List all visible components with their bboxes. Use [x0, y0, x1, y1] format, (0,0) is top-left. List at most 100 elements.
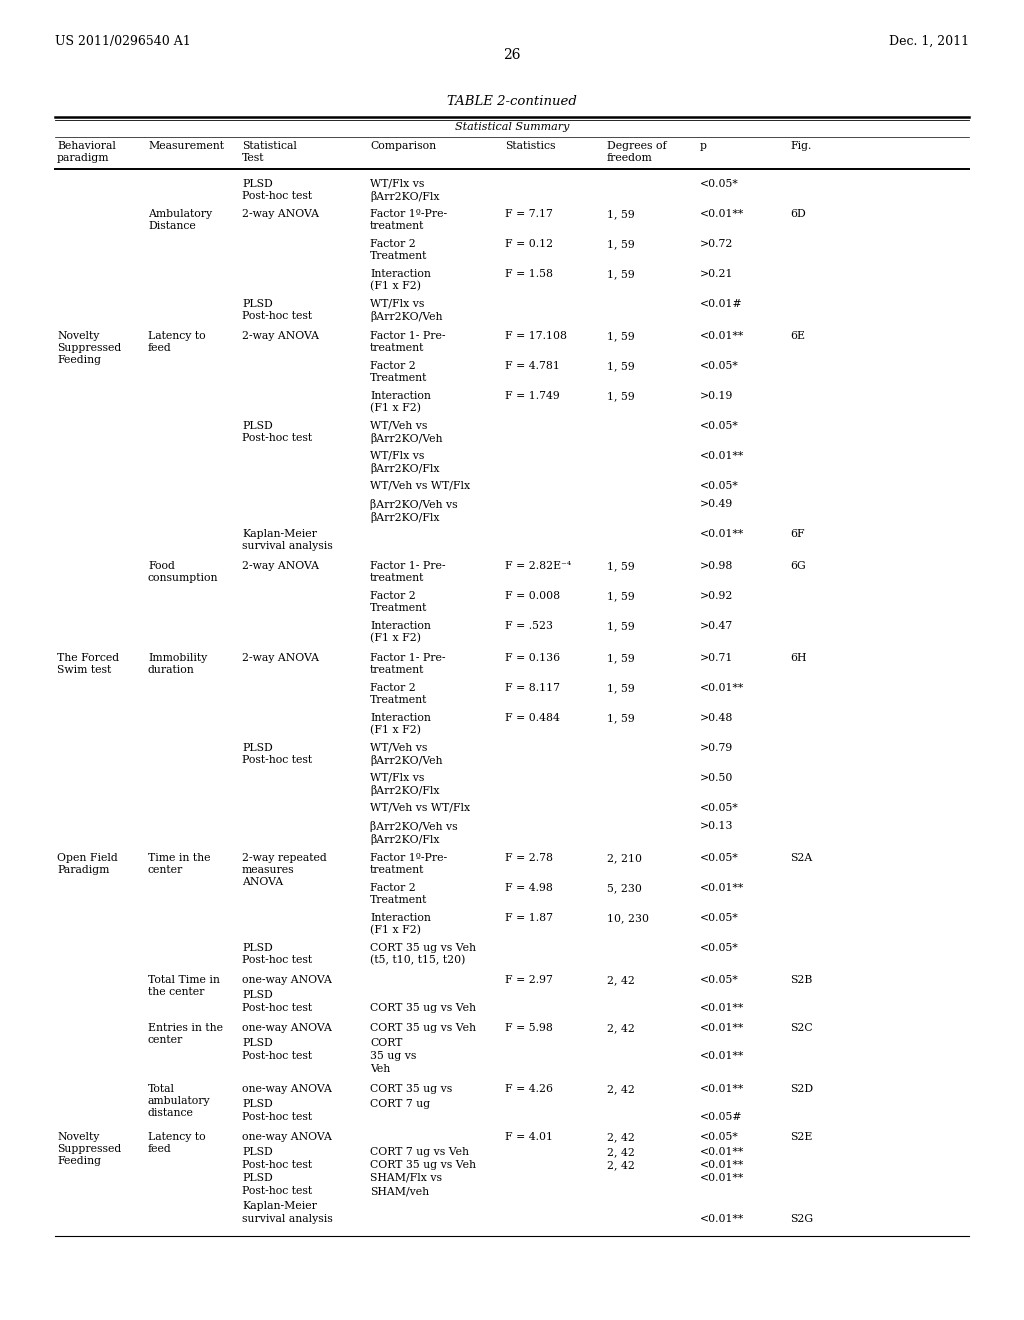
Text: <0.05*: <0.05*	[700, 853, 738, 863]
Text: >0.92: >0.92	[700, 591, 733, 601]
Text: CORT 35 ug vs Veh: CORT 35 ug vs Veh	[370, 1003, 476, 1012]
Text: 2, 42: 2, 42	[607, 975, 635, 985]
Text: >0.13: >0.13	[700, 821, 733, 832]
Text: Post-hoc test: Post-hoc test	[242, 1185, 312, 1196]
Text: <0.05*: <0.05*	[700, 480, 738, 491]
Text: <0.05*: <0.05*	[700, 942, 738, 953]
Text: Factor 2
Treatment: Factor 2 Treatment	[370, 883, 427, 906]
Text: >0.50: >0.50	[700, 774, 733, 783]
Text: F = 0.008: F = 0.008	[505, 591, 560, 601]
Text: F = 4.781: F = 4.781	[505, 360, 560, 371]
Text: WT/Veh vs WT/Flx: WT/Veh vs WT/Flx	[370, 803, 470, 813]
Text: <0.01**: <0.01**	[700, 1214, 744, 1224]
Text: Interaction
(F1 x F2): Interaction (F1 x F2)	[370, 391, 431, 413]
Text: Ambulatory
Distance: Ambulatory Distance	[148, 209, 212, 231]
Text: Total
ambulatory
distance: Total ambulatory distance	[148, 1084, 211, 1118]
Text: Statistics: Statistics	[505, 141, 555, 150]
Text: 1, 59: 1, 59	[607, 653, 635, 663]
Text: 35 ug vs: 35 ug vs	[370, 1051, 417, 1061]
Text: Time in the
center: Time in the center	[148, 853, 211, 875]
Text: Kaplan-Meier: Kaplan-Meier	[242, 1201, 316, 1210]
Text: Factor 1- Pre-
treatment: Factor 1- Pre- treatment	[370, 653, 445, 675]
Text: <0.01**: <0.01**	[700, 1003, 744, 1012]
Text: <0.01**: <0.01**	[700, 1051, 744, 1061]
Text: <0.01**: <0.01**	[700, 529, 744, 539]
Text: >0.19: >0.19	[700, 391, 733, 401]
Text: one-way ANOVA: one-way ANOVA	[242, 1133, 332, 1142]
Text: F = 0.12: F = 0.12	[505, 239, 553, 249]
Text: Food
consumption: Food consumption	[148, 561, 218, 583]
Text: WT/Veh vs
βArr2KO/Veh: WT/Veh vs βArr2KO/Veh	[370, 421, 442, 445]
Text: F = 1.749: F = 1.749	[505, 391, 560, 401]
Text: 2, 42: 2, 42	[607, 1160, 635, 1170]
Text: >0.98: >0.98	[700, 561, 733, 572]
Text: 1, 59: 1, 59	[607, 331, 635, 341]
Text: PLSD
Post-hoc test: PLSD Post-hoc test	[242, 300, 312, 321]
Text: F = 8.117: F = 8.117	[505, 682, 560, 693]
Text: <0.01**: <0.01**	[700, 1160, 744, 1170]
Text: >0.72: >0.72	[700, 239, 733, 249]
Text: F = 0.484: F = 0.484	[505, 713, 560, 723]
Text: 10, 230: 10, 230	[607, 913, 649, 923]
Text: Factor 1- Pre-
treatment: Factor 1- Pre- treatment	[370, 561, 445, 583]
Text: 1, 59: 1, 59	[607, 682, 635, 693]
Text: S2C: S2C	[790, 1023, 813, 1034]
Text: <0.01**: <0.01**	[700, 1147, 744, 1158]
Text: >0.47: >0.47	[700, 620, 733, 631]
Text: <0.01**: <0.01**	[700, 209, 744, 219]
Text: CORT 7 ug vs Veh: CORT 7 ug vs Veh	[370, 1147, 469, 1158]
Text: <0.01**: <0.01**	[700, 331, 744, 341]
Text: S2G: S2G	[790, 1214, 813, 1224]
Text: 2, 42: 2, 42	[607, 1147, 635, 1158]
Text: PLSD: PLSD	[242, 990, 272, 1001]
Text: 5, 230: 5, 230	[607, 883, 642, 894]
Text: <0.01#: <0.01#	[700, 300, 742, 309]
Text: 2, 42: 2, 42	[607, 1023, 635, 1034]
Text: PLSD: PLSD	[242, 1038, 272, 1048]
Text: <0.05*: <0.05*	[700, 975, 738, 985]
Text: 2-way ANOVA: 2-way ANOVA	[242, 331, 319, 341]
Text: Dec. 1, 2011: Dec. 1, 2011	[889, 36, 969, 48]
Text: >0.79: >0.79	[700, 743, 733, 752]
Text: F = 2.78: F = 2.78	[505, 853, 553, 863]
Text: CORT 7 ug: CORT 7 ug	[370, 1100, 430, 1109]
Text: <0.01**: <0.01**	[700, 883, 744, 894]
Text: F = 5.98: F = 5.98	[505, 1023, 553, 1034]
Text: <0.05*: <0.05*	[700, 421, 738, 432]
Text: 26: 26	[503, 48, 521, 62]
Text: Interaction
(F1 x F2): Interaction (F1 x F2)	[370, 269, 431, 292]
Text: WT/Veh vs WT/Flx: WT/Veh vs WT/Flx	[370, 480, 470, 491]
Text: >0.71: >0.71	[700, 653, 733, 663]
Text: The Forced
Swim test: The Forced Swim test	[57, 653, 119, 675]
Text: <0.05*: <0.05*	[700, 360, 738, 371]
Text: F = 17.108: F = 17.108	[505, 331, 567, 341]
Text: one-way ANOVA: one-way ANOVA	[242, 1023, 332, 1034]
Text: S2A: S2A	[790, 853, 812, 863]
Text: <0.01**: <0.01**	[700, 1023, 744, 1034]
Text: WT/Flx vs
βArr2KO/Flx: WT/Flx vs βArr2KO/Flx	[370, 180, 439, 202]
Text: Latency to
feed: Latency to feed	[148, 331, 206, 352]
Text: F = 4.26: F = 4.26	[505, 1084, 553, 1094]
Text: βArr2KO/Veh vs
βArr2KO/Flx: βArr2KO/Veh vs βArr2KO/Flx	[370, 821, 458, 845]
Text: Post-hoc test: Post-hoc test	[242, 1111, 312, 1122]
Text: 2-way ANOVA: 2-way ANOVA	[242, 209, 319, 219]
Text: CORT 35 ug vs Veh: CORT 35 ug vs Veh	[370, 1023, 476, 1034]
Text: PLSD
Post-hoc test: PLSD Post-hoc test	[242, 942, 312, 965]
Text: Behavioral
paradigm: Behavioral paradigm	[57, 141, 116, 162]
Text: <0.05*: <0.05*	[700, 180, 738, 189]
Text: TABLE 2-continued: TABLE 2-continued	[447, 95, 577, 108]
Text: Degrees of
freedom: Degrees of freedom	[607, 141, 667, 162]
Text: 2, 42: 2, 42	[607, 1084, 635, 1094]
Text: 2, 210: 2, 210	[607, 853, 642, 863]
Text: Open Field
Paradigm: Open Field Paradigm	[57, 853, 118, 875]
Text: 1, 59: 1, 59	[607, 239, 635, 249]
Text: 6G: 6G	[790, 561, 806, 572]
Text: Veh: Veh	[370, 1064, 390, 1074]
Text: Statistical
Test: Statistical Test	[242, 141, 297, 162]
Text: F = 7.17: F = 7.17	[505, 209, 553, 219]
Text: WT/Flx vs
βArr2KO/Flx: WT/Flx vs βArr2KO/Flx	[370, 451, 439, 474]
Text: Factor 2
Treatment: Factor 2 Treatment	[370, 360, 427, 383]
Text: <0.01**: <0.01**	[700, 1173, 744, 1183]
Text: Immobility
duration: Immobility duration	[148, 653, 207, 675]
Text: Post-hoc test: Post-hoc test	[242, 1160, 312, 1170]
